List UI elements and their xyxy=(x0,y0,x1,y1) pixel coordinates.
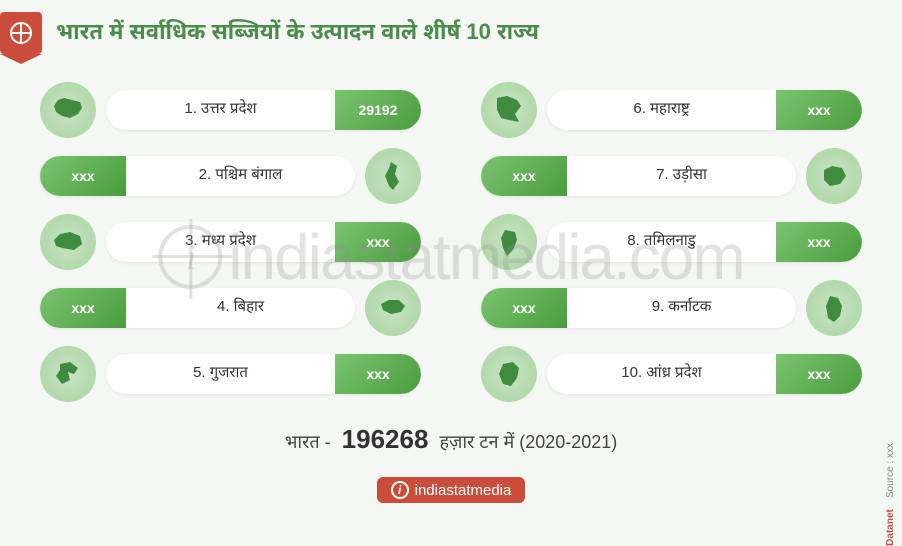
state-value: xxx xyxy=(776,90,862,130)
state-label: 4. बिहार xyxy=(126,298,355,318)
brand-text: indiastatmedia xyxy=(415,482,512,499)
credit-source-value: xxx xyxy=(885,443,896,458)
state-label: 2. पश्चिम बंगाल xyxy=(126,166,355,186)
state-label: 10. आंध्र प्रदेश xyxy=(547,364,776,384)
side-credit: Datanet Source : xxx xyxy=(885,443,896,546)
state-shape-icon xyxy=(40,346,96,402)
state-value: 29192 xyxy=(335,90,421,130)
state-row: 10. आंध्र प्रदेशxxx xyxy=(481,346,862,402)
state-label: 3. मध्य प्रदेश xyxy=(106,232,335,252)
state-row: 2. पश्चिम बंगालxxx xyxy=(40,148,421,204)
state-pill: 2. पश्चिम बंगालxxx xyxy=(40,156,355,196)
state-label: 7. उड़ीसा xyxy=(567,166,796,186)
state-label: 5. गुजरात xyxy=(106,364,335,384)
state-pill: 10. आंध्र प्रदेशxxx xyxy=(547,354,862,394)
state-row: 4. बिहारxxx xyxy=(40,280,421,336)
state-row: 6. महाराष्ट्रxxx xyxy=(481,82,862,138)
total-suffix: हज़ार टन में (2020-2021) xyxy=(439,432,617,452)
state-row: 5. गुजरातxxx xyxy=(40,346,421,402)
state-row: 1. उत्तर प्रदेश29192 xyxy=(40,82,421,138)
state-pill: 3. मध्य प्रदेशxxx xyxy=(106,222,421,262)
state-pill: 9. कर्नाटकxxx xyxy=(481,288,796,328)
credit-source-label: Source : xyxy=(885,461,896,498)
state-pill: 6. महाराष्ट्रxxx xyxy=(547,90,862,130)
state-label: 9. कर्नाटक xyxy=(567,298,796,318)
state-value: xxx xyxy=(481,288,567,328)
state-value: xxx xyxy=(776,354,862,394)
credit-brand: Datanet xyxy=(885,509,896,546)
state-value: xxx xyxy=(481,156,567,196)
state-shape-icon xyxy=(481,82,537,138)
state-value: xxx xyxy=(335,354,421,394)
state-pill: 7. उड़ीसाxxx xyxy=(481,156,796,196)
state-row: 7. उड़ीसाxxx xyxy=(481,148,862,204)
state-pill: 8. तमिलनाडुxxx xyxy=(547,222,862,262)
state-value: xxx xyxy=(40,288,126,328)
state-shape-icon xyxy=(365,148,421,204)
state-shape-icon xyxy=(365,280,421,336)
state-label: 6. महाराष्ट्र xyxy=(547,100,776,120)
state-shape-icon xyxy=(481,214,537,270)
brand-icon: i xyxy=(391,481,409,499)
state-shape-icon xyxy=(481,346,537,402)
state-row: 8. तमिलनाडुxxx xyxy=(481,214,862,270)
page-title: भारत में सर्वाधिक सब्जियों के उत्पादन वा… xyxy=(56,19,539,48)
state-label: 1. उत्तर प्रदेश xyxy=(106,100,335,120)
total-line: भारत - 196268 हज़ार टन में (2020-2021) xyxy=(0,424,902,456)
total-value: 196268 xyxy=(342,424,429,455)
state-pill: 5. गुजरातxxx xyxy=(106,354,421,394)
states-grid: 1. उत्तर प्रदेश291926. महाराष्ट्रxxx2. प… xyxy=(0,62,902,402)
state-value: xxx xyxy=(776,222,862,262)
state-pill: 1. उत्तर प्रदेश29192 xyxy=(106,90,421,130)
state-value: xxx xyxy=(40,156,126,196)
state-row: 9. कर्नाटकxxx xyxy=(481,280,862,336)
state-shape-icon xyxy=(806,148,862,204)
state-value: xxx xyxy=(335,222,421,262)
state-pill: 4. बिहारxxx xyxy=(40,288,355,328)
brand-badge: i indiastatmedia xyxy=(377,477,526,503)
svg-text:i: i xyxy=(19,26,22,40)
state-shape-icon xyxy=(806,280,862,336)
state-row: 3. मध्य प्रदेशxxx xyxy=(40,214,421,270)
state-label: 8. तमिलनाडु xyxy=(547,232,776,252)
state-shape-icon xyxy=(40,82,96,138)
state-shape-icon xyxy=(40,214,96,270)
total-prefix: भारत - xyxy=(285,432,336,452)
info-badge-icon: i xyxy=(0,12,42,54)
header: i भारत में सर्वाधिक सब्जियों के उत्पादन … xyxy=(0,0,902,62)
footer: i indiastatmedia xyxy=(0,477,902,503)
